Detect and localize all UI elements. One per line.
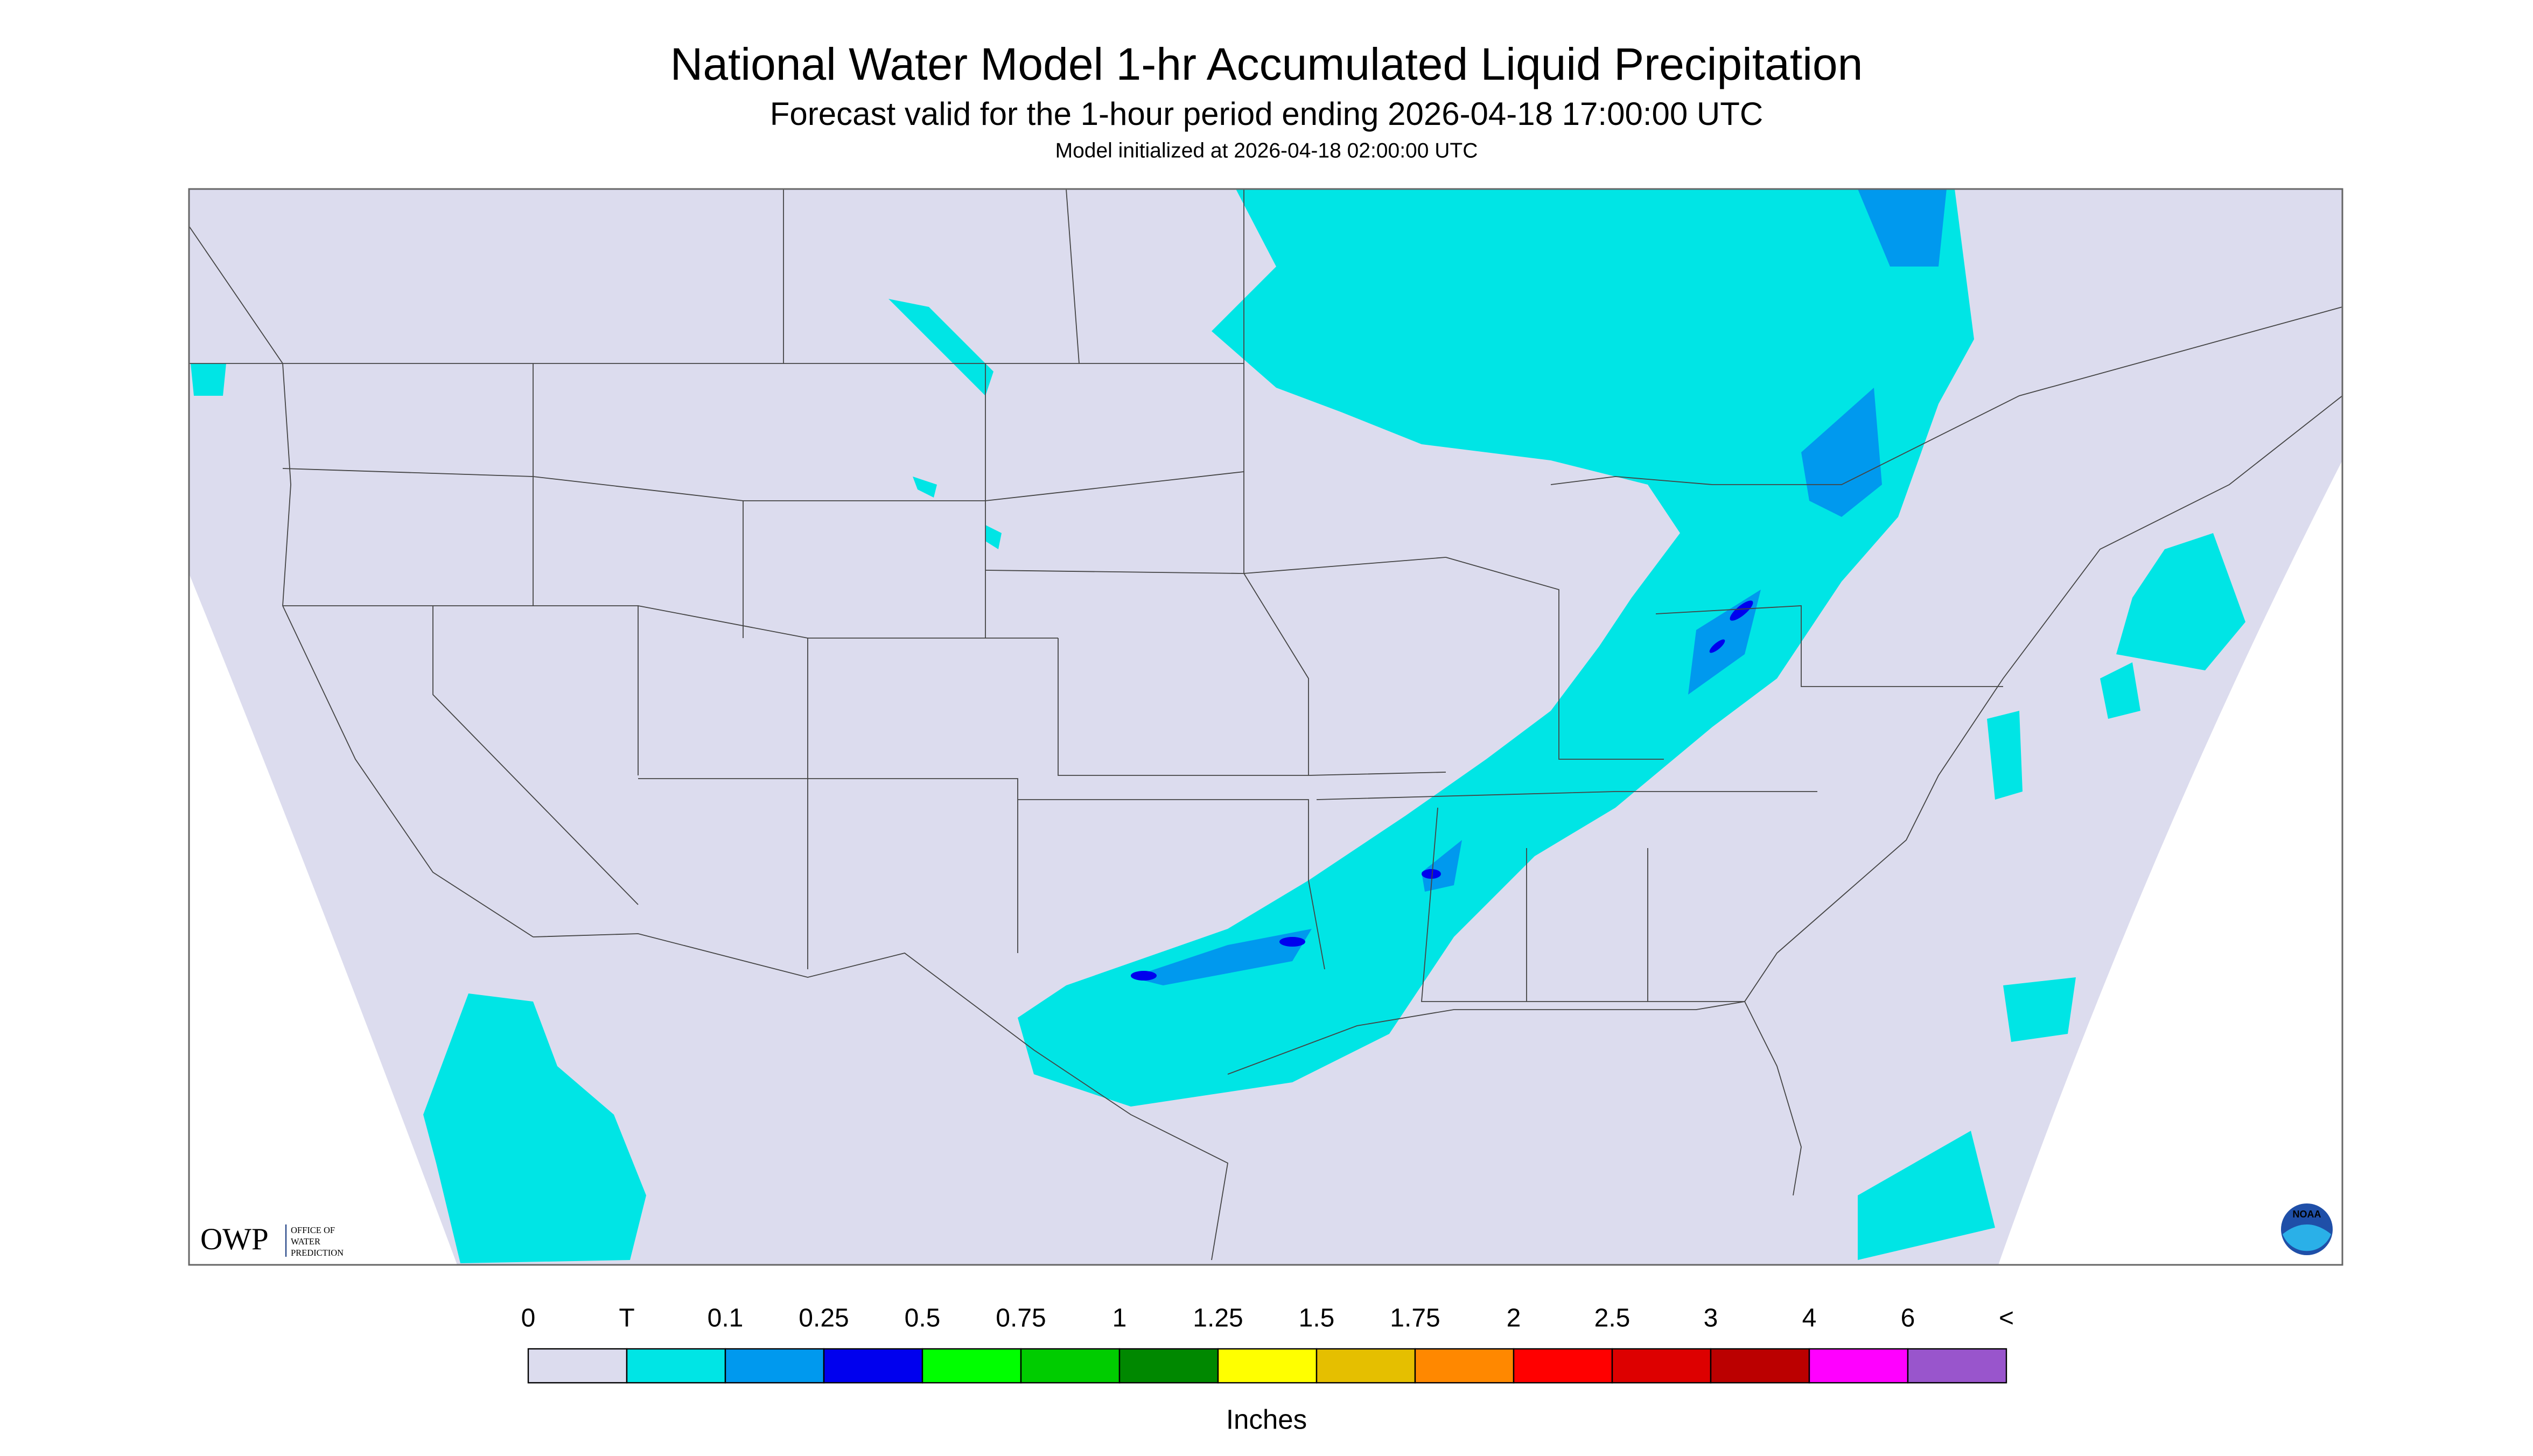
legend-swatch	[1710, 1348, 1810, 1384]
map: OWP OFFICE OF WATER PREDICTION NOAA	[188, 188, 2343, 1266]
legend-label: 2	[1507, 1304, 1521, 1333]
legend-label: 1.5	[1299, 1304, 1335, 1333]
legend-label: 1.25	[1193, 1304, 1243, 1333]
owp-logo: OWP OFFICE OF WATER PREDICTION	[200, 1222, 344, 1258]
legend-swatch	[1217, 1348, 1318, 1384]
legend-label: 0.1	[708, 1304, 744, 1333]
init-time: Model initialized at 2026-04-18 02:00:00…	[1055, 139, 1478, 162]
legend-swatch	[1611, 1348, 1712, 1384]
legend-swatch	[823, 1348, 923, 1384]
legend-label: 3	[1704, 1304, 1718, 1333]
legend-label: 4	[1802, 1304, 1817, 1333]
noaa-text: NOAA	[2293, 1209, 2321, 1220]
legend-unit: Inches	[1226, 1404, 1307, 1434]
precip-trace	[191, 189, 2245, 1264]
title: National Water Model 1-hr Accumulated Li…	[670, 39, 1863, 89]
legend-label: 2.5	[1594, 1304, 1631, 1333]
owp-logo-text: OWP	[200, 1222, 269, 1256]
owp-logo-line: OFFICE OF	[291, 1225, 335, 1235]
legend-label: 0	[521, 1304, 536, 1333]
legend-label: <	[1999, 1304, 2014, 1333]
legend-swatch	[1513, 1348, 1613, 1384]
legend-swatch	[1414, 1348, 1515, 1384]
subtitle: Forecast valid for the 1-hour period end…	[770, 96, 1763, 132]
legend: 0 T 0.1 0.25 0.5 0.75 1 1.25 1.5 1.75 2 2.5 3 4 6 <	[521, 1304, 2014, 1384]
legend-swatch	[626, 1348, 726, 1384]
owp-logo-line: WATER	[291, 1236, 320, 1247]
legend-label: 0.5	[905, 1304, 941, 1333]
owp-logo-line: PREDICTION	[291, 1248, 344, 1258]
noaa-logo: NOAA	[2281, 1203, 2333, 1256]
legend-label: T	[619, 1304, 634, 1333]
legend-swatch	[1118, 1348, 1219, 1384]
legend-label: 1	[1112, 1304, 1127, 1333]
legend-swatch	[724, 1348, 825, 1384]
noaa-wave	[2283, 1224, 2331, 1251]
legend-swatch	[1808, 1348, 1909, 1384]
boundaries	[188, 188, 2343, 1261]
legend-label: 1.75	[1390, 1304, 1440, 1333]
projection-edge	[189, 573, 457, 1265]
legend-swatch	[1907, 1348, 2007, 1384]
legend-swatch	[1316, 1348, 1416, 1384]
legend-swatch	[921, 1348, 1022, 1384]
legend-label: 0.75	[996, 1304, 1046, 1333]
legend-label: 6	[1901, 1304, 1915, 1333]
legend-swatch	[527, 1348, 628, 1384]
legend-label: 0.25	[799, 1304, 849, 1333]
legend-swatch	[1020, 1348, 1121, 1384]
map-frame	[188, 188, 2343, 1266]
projection-edge	[1998, 460, 2342, 1265]
precip-moderate	[1131, 600, 1753, 981]
